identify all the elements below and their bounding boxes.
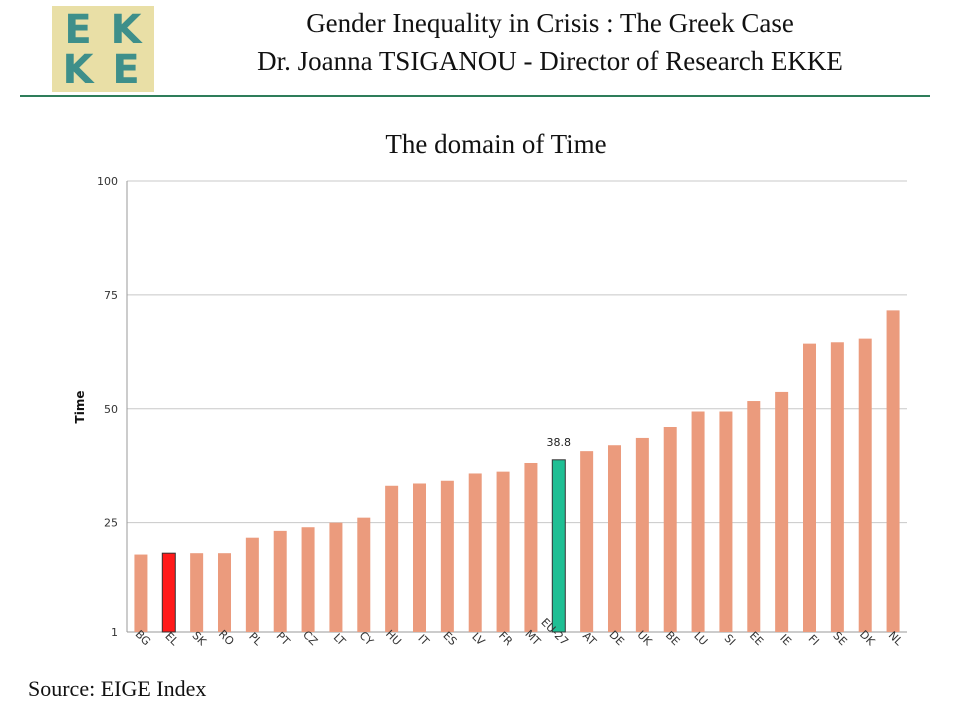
bar [803,343,816,632]
bar [830,342,844,632]
y-tick-label: 75 [104,289,118,302]
data-label: 38.8 [547,436,572,449]
bar [858,338,872,632]
bar [886,310,900,632]
bar [747,401,761,632]
bar [635,437,649,632]
bar [245,537,259,632]
bar [329,522,343,632]
bar [775,391,789,632]
x-tick-label: EL [162,630,181,649]
bar [663,427,677,632]
bar [608,445,621,632]
bar [719,411,733,632]
y-tick-label: 100 [97,175,118,188]
y-tick-label: 50 [104,403,118,416]
bar [440,480,454,632]
logo-letter: E [112,47,140,93]
y-axis-label: Time [73,391,87,424]
x-tick-label: FI [806,632,822,648]
bar [524,462,538,632]
x-tick-label: LT [331,631,348,648]
x-tick-label: SI [722,632,738,648]
logo-letter: K [110,7,142,53]
bar [413,483,426,632]
bar [301,527,315,632]
bar [190,553,204,632]
bar [580,451,594,632]
source-note: Source: EIGE Index [28,676,207,701]
bar [273,530,287,632]
chart-title: The domain of Time [385,129,607,159]
bar [468,473,482,632]
logo-letter: K [62,47,94,93]
bar [551,459,566,633]
x-tick-label: LV [469,630,487,648]
bar [691,411,705,632]
bar [134,554,148,632]
y-tick-label: 25 [104,517,118,530]
ekke-logo: E K K E [52,6,154,92]
bar [496,471,510,632]
bar [357,517,371,632]
x-tick-label: IT [415,632,431,648]
bar [161,552,176,633]
x-tick-label: PL [246,630,265,649]
bar [218,553,231,632]
page-subtitle: Dr. Joanna TSIGANOU - Director of Resear… [257,46,843,76]
logo-letter: E [64,7,92,53]
header-divider [20,95,930,97]
bar [385,485,399,632]
y-tick-label: 1 [111,626,118,639]
x-tick-label: IE [777,632,793,648]
page-title: Gender Inequality in Crisis : The Greek … [306,8,794,38]
